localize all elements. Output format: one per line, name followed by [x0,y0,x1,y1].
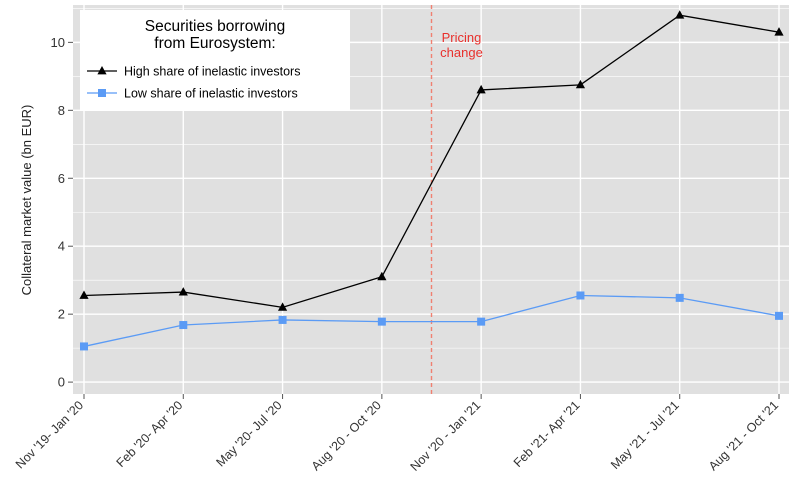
y-tick-label: 8 [58,103,65,118]
annotation-label: change [440,45,483,60]
data-point-square [377,317,386,326]
x-tick-label: May '21 - Jul '21 [608,398,682,472]
x-tick-label: Nov '20 - Jan '21 [408,398,484,474]
y-tick-label: 2 [58,307,65,322]
legend-key-square [98,89,106,97]
legend-title: Securities borrowing [145,18,285,35]
data-point-square [675,293,684,302]
legend-title: from Eurosystem: [154,35,275,52]
y-tick-label: 0 [58,375,65,390]
x-tick-label: Aug '20 - Oct '20 [309,398,384,473]
data-point-triangle [79,290,89,299]
x-tick-label: Nov '19- Jan '20 [13,398,86,471]
series-line [83,14,780,309]
x-axis: Nov '19- Jan '20 Feb '20- Apr '20 May '20-… [13,394,781,474]
x-tick-label: Feb '20- Apr '20 [114,398,186,470]
y-tick-label: 4 [58,239,65,254]
data-point-triangle [178,287,188,296]
y-tick-label: 10 [51,35,65,50]
data-point-square [80,342,88,351]
annotation-label: Pricing [442,30,482,45]
data-point-square [477,317,486,326]
data-point-square [179,321,188,330]
data-point-triangle [476,84,486,94]
data-point-triangle [575,79,586,89]
data-point-triangle [774,27,784,36]
y-axis-label: Collateral market value (bn EUR) [19,105,34,296]
legend-entry-label: Low share of inelastic investors [124,87,298,101]
data-point-triangle [377,271,387,281]
data-point-triangle [277,302,288,311]
legend-box [80,10,350,110]
legend-entry-label: High share of inelastic investors [124,65,300,79]
x-tick-label: May '20- Jul '20 [213,398,284,469]
legend-key-triangle [97,66,107,75]
series-line [83,294,780,348]
data-point-square [775,311,783,320]
data-point-triangle [675,10,685,19]
series-group [79,10,784,351]
y-axis: 0 2 4 6 8 10 [51,35,73,390]
data-point-square [576,291,585,300]
y-tick-label: 6 [58,171,65,186]
x-tick-label: Feb '21- Apr '21 [511,398,583,470]
x-tick-label: Aug '21 - Oct '21 [706,398,781,473]
data-point-square [278,315,287,324]
